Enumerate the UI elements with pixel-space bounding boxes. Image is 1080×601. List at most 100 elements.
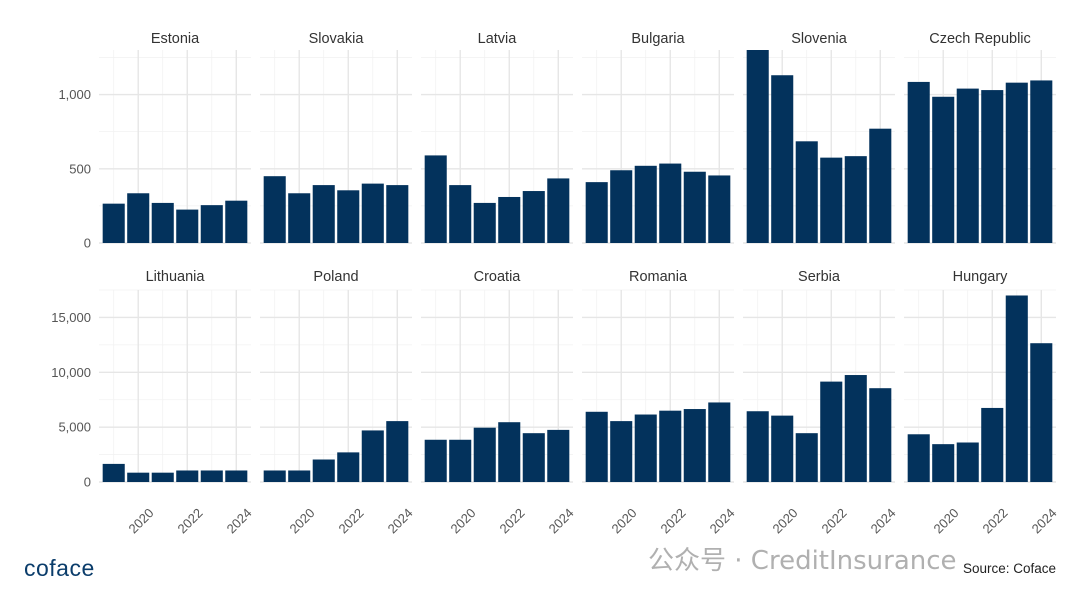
bar-slovenia-2022 — [820, 157, 843, 243]
panel-czech-republic: Czech Republic — [904, 31, 1056, 244]
panel-title: Serbia — [798, 269, 841, 285]
bar-latvia-2022 — [498, 196, 521, 243]
panel-romania: Romania — [582, 269, 734, 483]
bar-latvia-2020 — [449, 185, 472, 243]
panel-croatia: Croatia — [421, 269, 573, 483]
x-tick-label: 2022 — [980, 505, 1011, 536]
bar-slovakia-2022 — [337, 190, 360, 243]
bar-romania-2024 — [708, 402, 731, 482]
x-tick-label: 2024 — [546, 505, 577, 536]
bar-slovenia-2023 — [844, 156, 867, 243]
bar-estonia-2024 — [225, 200, 248, 243]
panel-title: Croatia — [474, 269, 522, 285]
bar-hungary-2020 — [932, 444, 955, 482]
x-tick-label: 2020 — [126, 505, 157, 536]
bar-serbia-2022 — [820, 381, 843, 482]
panel-title: Hungary — [953, 269, 1009, 285]
bar-czech-republic-2022 — [981, 90, 1004, 243]
bar-estonia-2023 — [200, 205, 223, 243]
bar-czech-republic-2024 — [1030, 80, 1053, 243]
x-tick-label: 2020 — [931, 505, 962, 536]
bar-latvia-2019 — [424, 155, 447, 243]
bar-lithuania-2023 — [200, 470, 223, 482]
bar-romania-2021 — [634, 414, 657, 482]
bar-bulgaria-2022 — [659, 163, 682, 243]
bar-slovenia-2024 — [869, 128, 892, 243]
bar-slovakia-2024 — [386, 185, 409, 243]
bar-slovakia-2021 — [312, 185, 335, 243]
panel-title: Czech Republic — [929, 31, 1031, 47]
panel-bulgaria: Bulgaria — [582, 31, 734, 244]
x-tick-label: 2020 — [287, 505, 318, 536]
bar-romania-2022 — [659, 410, 682, 482]
bar-poland-2021 — [312, 459, 335, 482]
panel-title: Latvia — [478, 31, 518, 47]
bar-poland-2022 — [337, 452, 360, 482]
x-tick-label: 2022 — [819, 505, 850, 536]
bar-lithuania-2021 — [151, 472, 174, 482]
panel-title: Slovakia — [309, 31, 365, 47]
panel-title: Romania — [629, 269, 688, 285]
bar-croatia-2019 — [424, 439, 447, 482]
source-note: Source: Coface — [962, 561, 1056, 576]
bar-croatia-2022 — [498, 422, 521, 482]
panel-estonia: Estonia — [99, 31, 251, 244]
bar-czech-republic-2019 — [907, 81, 930, 244]
panel-title: Slovenia — [791, 31, 848, 47]
bar-lithuania-2020 — [127, 472, 150, 482]
panel-poland: Poland — [260, 269, 412, 483]
bar-czech-republic-2023 — [1005, 82, 1028, 244]
bar-hungary-2023 — [1005, 295, 1028, 482]
x-tick-label: 2022 — [658, 505, 689, 536]
bar-romania-2019 — [585, 411, 608, 482]
bar-croatia-2020 — [449, 439, 472, 482]
y-tick-label: 1,000 — [58, 87, 91, 102]
panel-title: Poland — [313, 269, 358, 285]
bar-hungary-2022 — [981, 407, 1004, 482]
bar-croatia-2023 — [522, 433, 545, 482]
x-tick-label: 2024 — [868, 505, 899, 536]
panel-serbia: Serbia — [743, 269, 895, 483]
panel-slovakia: Slovakia — [260, 31, 412, 244]
bar-bulgaria-2019 — [585, 182, 608, 243]
bar-lithuania-2019 — [102, 463, 125, 482]
bar-latvia-2023 — [522, 191, 545, 243]
bar-croatia-2021 — [473, 427, 496, 482]
bar-romania-2020 — [610, 421, 633, 482]
bar-hungary-2021 — [956, 442, 979, 482]
bar-croatia-2024 — [547, 429, 570, 482]
bar-serbia-2024 — [869, 388, 892, 482]
x-tick-label: 2022 — [497, 505, 528, 536]
bar-serbia-2020 — [771, 415, 794, 482]
watermark-text: 公众号 · CreditInsurance — [648, 546, 957, 576]
x-tick-label: 2022 — [336, 505, 367, 536]
x-tick-label: 2020 — [448, 505, 479, 536]
bar-hungary-2019 — [907, 434, 930, 482]
y-tick-label: 0 — [84, 236, 91, 251]
bar-romania-2023 — [683, 409, 706, 482]
panel-latvia: Latvia — [421, 31, 573, 244]
bar-estonia-2020 — [127, 193, 150, 243]
bar-hungary-2024 — [1030, 343, 1053, 482]
bar-slovenia-2021 — [795, 141, 818, 243]
bar-poland-2019 — [263, 470, 286, 482]
bar-slovenia-2020 — [771, 75, 794, 243]
bar-lithuania-2024 — [225, 470, 248, 482]
bar-poland-2020 — [288, 470, 311, 482]
bar-serbia-2019 — [746, 411, 769, 482]
x-tick-label: 2020 — [770, 505, 801, 536]
bar-bulgaria-2024 — [708, 175, 731, 243]
bar-poland-2023 — [361, 430, 384, 482]
coface-logo: coface — [24, 555, 95, 581]
bar-czech-republic-2021 — [956, 88, 979, 243]
y-tick-label: 15,000 — [51, 310, 91, 325]
bar-serbia-2021 — [795, 433, 818, 482]
x-tick-label: 2024 — [385, 505, 416, 536]
x-tick-label: 2024 — [224, 505, 255, 536]
panel-title: Bulgaria — [631, 31, 685, 47]
bar-czech-republic-2020 — [932, 96, 955, 243]
panel-title: Lithuania — [146, 269, 206, 285]
bar-slovakia-2019 — [263, 176, 286, 243]
y-tick-label: 500 — [69, 161, 91, 176]
